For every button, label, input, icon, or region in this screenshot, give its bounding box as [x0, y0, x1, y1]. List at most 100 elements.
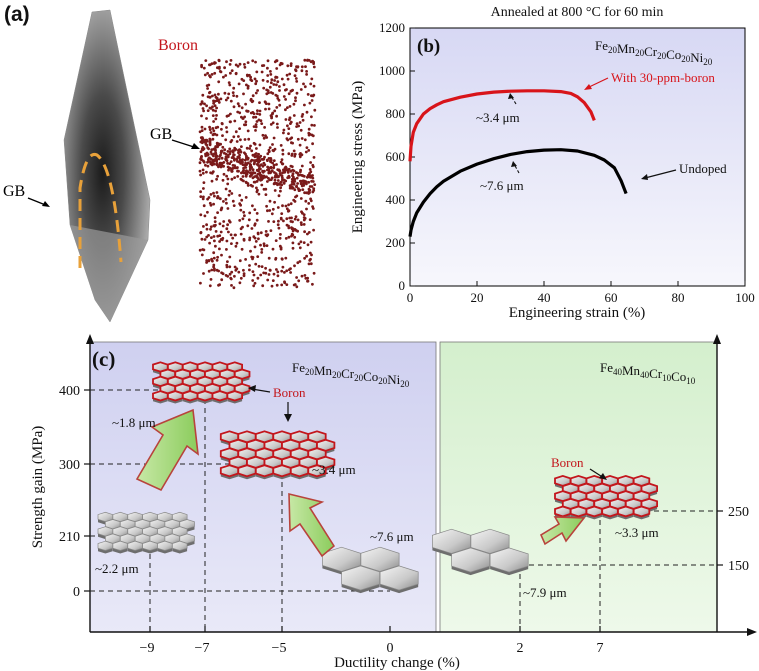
boron-atom: [205, 170, 208, 174]
boron-atom: [238, 259, 242, 263]
boron-atom: [212, 129, 216, 133]
boron-atom-gb: [301, 179, 305, 183]
boron-atom: [258, 101, 261, 104]
boron-atom-gb: [308, 185, 312, 188]
boron-atom: [299, 88, 303, 91]
boron-atom: [242, 237, 246, 241]
boron-atom: [214, 95, 218, 99]
boron-atom: [223, 148, 227, 152]
boron-atom: [254, 240, 258, 243]
boron-atom-gb: [207, 157, 211, 160]
boron-atom: [239, 203, 243, 207]
boron-atom: [254, 129, 257, 132]
boron-atom: [237, 270, 241, 274]
ytick-label: 400: [386, 192, 406, 207]
boron-atom: [222, 200, 225, 203]
boron-atom: [267, 148, 271, 152]
boron-atom-gb: [242, 166, 246, 170]
boron-atom: [213, 220, 217, 224]
boron-atom: [209, 193, 213, 196]
boron-atom: [289, 202, 293, 206]
boron-atom: [306, 243, 310, 247]
boron-atom-gb: [206, 153, 210, 156]
xtick-label: 40: [538, 290, 551, 305]
boron-atom: [264, 100, 267, 104]
boron-atom: [211, 170, 215, 174]
boron-atom-gb: [248, 168, 252, 172]
boron-atom: [300, 115, 304, 118]
boron-atom-gb: [261, 170, 265, 174]
boron-atom: [264, 107, 267, 111]
boron-atom: [226, 96, 230, 100]
boron-atom: [303, 256, 306, 260]
boron-atom: [235, 267, 239, 271]
boron-atom-gb: [266, 168, 269, 172]
boron-atom: [202, 225, 205, 228]
boron-atom: [199, 231, 203, 235]
boron-atom: [217, 98, 221, 102]
boron-atom-gb: [228, 147, 232, 151]
boron-atom: [215, 177, 219, 181]
boron-atom: [274, 239, 278, 243]
boron-atom: [214, 117, 218, 121]
boron-atom: [266, 278, 270, 282]
boron-atom-gb: [234, 148, 238, 151]
boron-atom: [258, 109, 262, 113]
boron-atom: [212, 265, 216, 269]
boron-atom: [248, 147, 252, 150]
boron-atom-gb: [305, 191, 308, 195]
boron-atom: [285, 217, 289, 221]
boron-atom: [246, 224, 250, 228]
boron-atom: [209, 75, 212, 79]
boron-atom: [222, 220, 226, 223]
boron-atom: [218, 247, 221, 251]
boron-atom-gb: [295, 184, 298, 188]
boron-atom: [269, 123, 273, 126]
ytick-label: 800: [386, 106, 406, 121]
boron-atom: [228, 83, 232, 87]
boron-atom: [305, 146, 309, 150]
boron-atom: [304, 199, 308, 203]
boron-atom: [260, 183, 264, 187]
boron-atom-gb: [263, 163, 267, 167]
boron-atom-gb: [248, 174, 252, 178]
boron-atom: [306, 93, 310, 96]
boron-atom-gb: [306, 174, 310, 177]
boron-atom-gb: [309, 175, 313, 179]
boron-atom: [259, 231, 263, 235]
boron-atom: [266, 66, 269, 70]
boron-atom: [224, 74, 228, 77]
right-alloy-composition: Fe40Mn40Cr10Co10: [600, 360, 696, 386]
boron-atom: [216, 196, 220, 200]
boron-atom: [224, 197, 228, 201]
boron-atom: [296, 218, 300, 222]
boron-atom: [312, 271, 316, 275]
xtick-7: 7: [597, 641, 604, 656]
panel-a-figure: GB Boron GB: [3, 9, 317, 323]
boron-atom: [269, 229, 273, 233]
xtick-0: 0: [387, 641, 394, 656]
boron-atom: [208, 91, 211, 95]
boron-atom: [211, 114, 215, 117]
boron-atom: [256, 255, 260, 258]
boron-atom-gb: [199, 150, 203, 154]
boron-atom: [305, 254, 308, 258]
boron-atom: [243, 138, 247, 141]
boron-atom: [219, 70, 223, 74]
boron-atom: [284, 237, 288, 240]
boron-atom: [236, 110, 240, 114]
boron-atom: [242, 274, 246, 278]
grain-size-boron: ~3.4 μm: [476, 110, 520, 125]
boron-atom: [312, 65, 316, 69]
boron-atom: [307, 262, 311, 266]
boron-atom: [222, 172, 226, 176]
boron-atom: [303, 230, 306, 234]
boron-atom: [289, 62, 293, 65]
boron-atom: [280, 283, 284, 287]
boron-atom: [251, 59, 255, 63]
boron-atom: [275, 76, 279, 79]
boron-atom-gb: [241, 170, 245, 174]
chart-b-ylabel: Engineering stress (MPa): [350, 81, 366, 233]
boron-atom: [295, 194, 299, 198]
boron-atom: [286, 171, 290, 174]
